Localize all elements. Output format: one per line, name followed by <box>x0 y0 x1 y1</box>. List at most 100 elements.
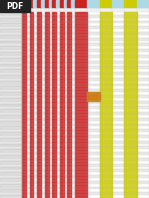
Bar <box>26 0 30 7</box>
Bar <box>0 44 22 46</box>
Bar <box>0 181 22 184</box>
Bar <box>0 52 22 55</box>
Bar <box>0 121 149 124</box>
Bar <box>0 144 149 147</box>
Bar <box>67 12 71 198</box>
Bar <box>0 81 22 84</box>
Bar <box>0 92 22 95</box>
Bar <box>0 115 22 118</box>
Bar <box>0 118 22 121</box>
Bar <box>0 35 22 38</box>
Bar <box>0 15 149 18</box>
Bar <box>0 29 22 32</box>
Bar <box>0 15 22 18</box>
Bar <box>0 127 149 129</box>
Bar <box>0 135 149 138</box>
Bar <box>0 12 149 15</box>
Bar <box>0 161 149 164</box>
Bar <box>0 101 22 104</box>
Bar <box>0 149 149 152</box>
Bar <box>67 0 71 7</box>
Bar <box>0 78 22 81</box>
Bar <box>0 75 22 78</box>
Bar <box>0 61 22 64</box>
Bar <box>0 152 149 155</box>
Bar <box>0 158 149 161</box>
Bar <box>100 12 112 198</box>
Bar <box>0 72 149 75</box>
Bar <box>45 0 49 7</box>
Bar <box>60 0 64 7</box>
Bar <box>0 69 149 72</box>
Bar <box>0 124 22 127</box>
Bar <box>0 72 22 75</box>
Bar <box>0 132 22 135</box>
Bar <box>0 64 22 66</box>
Bar <box>0 164 22 167</box>
Bar <box>0 172 22 175</box>
Bar <box>0 38 149 41</box>
Bar <box>0 175 22 178</box>
Bar <box>0 189 22 192</box>
Bar <box>0 29 149 32</box>
Bar <box>0 23 22 26</box>
Bar <box>75 12 87 198</box>
Bar <box>0 89 149 92</box>
Bar <box>124 12 137 198</box>
Bar <box>0 184 22 187</box>
Bar <box>0 86 22 89</box>
Bar <box>0 129 22 132</box>
Bar <box>0 187 149 189</box>
Bar <box>0 41 22 44</box>
Bar <box>0 189 149 192</box>
Bar <box>0 172 149 175</box>
Bar <box>87 92 100 95</box>
Bar <box>0 98 22 101</box>
Bar <box>0 81 149 84</box>
Bar <box>0 26 22 29</box>
Bar <box>0 64 149 66</box>
Bar <box>0 38 22 41</box>
Bar <box>0 127 22 129</box>
Bar <box>60 12 64 198</box>
Bar <box>52 12 56 198</box>
Bar <box>0 44 149 46</box>
Bar <box>0 104 22 107</box>
Bar <box>0 184 149 187</box>
Bar <box>0 135 22 138</box>
Bar <box>0 164 149 167</box>
Bar <box>0 169 149 172</box>
Bar <box>0 104 149 107</box>
Bar <box>0 121 22 124</box>
Bar <box>30 12 33 198</box>
Bar <box>0 107 22 109</box>
Bar <box>0 18 149 21</box>
Bar <box>0 58 22 61</box>
Bar <box>30 0 33 7</box>
Bar <box>0 115 149 118</box>
Bar <box>0 92 149 95</box>
Bar <box>0 69 22 72</box>
Bar <box>0 169 22 172</box>
Bar <box>0 178 22 181</box>
Bar <box>0 95 22 98</box>
Bar <box>37 0 41 7</box>
Bar <box>137 0 149 7</box>
Bar <box>52 0 56 7</box>
Bar <box>0 84 22 86</box>
Bar <box>0 187 22 189</box>
Bar <box>0 192 149 195</box>
Bar <box>0 49 22 52</box>
Bar <box>56 0 60 7</box>
Bar <box>0 144 22 147</box>
Bar <box>0 101 149 104</box>
Bar <box>37 12 41 198</box>
Bar <box>0 149 22 152</box>
Bar <box>0 58 149 61</box>
Bar <box>0 52 149 55</box>
Bar <box>0 155 149 158</box>
Bar <box>0 192 22 195</box>
Bar <box>87 95 100 98</box>
Bar <box>41 0 45 7</box>
Bar <box>0 167 149 169</box>
